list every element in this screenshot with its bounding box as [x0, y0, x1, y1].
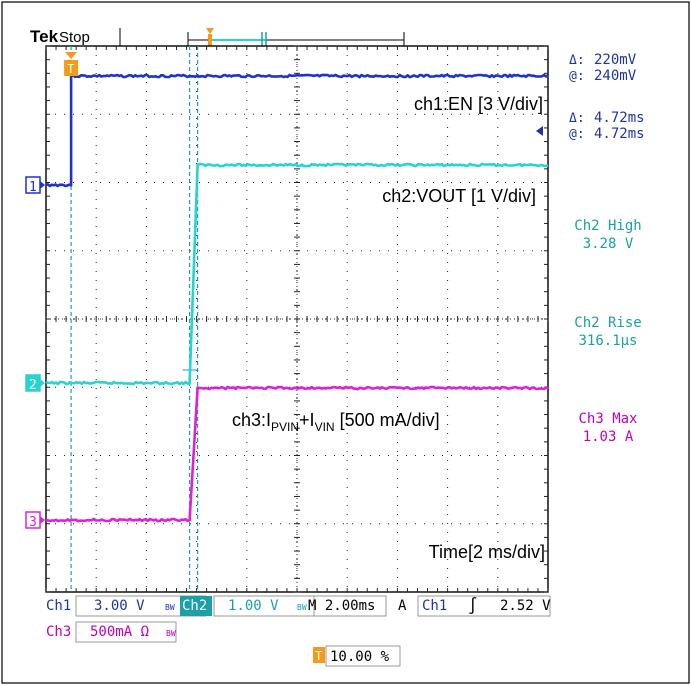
trigger-position-icon	[313, 647, 325, 663]
ch2-bw-icon: BW	[297, 603, 307, 612]
trigger-position-marker: T	[315, 649, 322, 663]
annotation-ch3-part: PVIN	[271, 420, 299, 434]
trigger-level: 2.52 V	[500, 598, 551, 614]
bottom-status-bar: Ch1 3.00 V BW Ch2 1.00 V BW M 2.00ms A C…	[46, 595, 551, 667]
annotation-ch3-part: ch3:I	[232, 410, 271, 430]
trace-ch1	[45, 73, 549, 188]
at-v-value: 240mV	[594, 68, 637, 84]
annotation-time: Time[2 ms/div]	[429, 542, 545, 562]
meas-1-value: 3.28 V	[583, 236, 634, 252]
meas-3-value: 1.03 A	[583, 429, 634, 445]
ground-marker-label-ch1: 1	[29, 180, 37, 195]
ch3-label: Ch3	[46, 624, 71, 640]
at-v-label: @:	[569, 69, 585, 84]
meas-2-label: Ch2 Rise	[574, 315, 641, 331]
trigger-t-label: T	[67, 62, 74, 76]
ch2-label: Ch2	[182, 598, 207, 614]
record-window-indicator	[187, 28, 405, 46]
ch1-label: Ch1	[46, 598, 71, 614]
annotation-ch1: ch1:EN [3 V/div]	[414, 94, 543, 114]
ground-marker-label-ch3: 3	[29, 515, 37, 530]
annotation-ch3-part: +I	[299, 410, 315, 430]
ch3-scale: 500mA Ω	[90, 624, 149, 640]
cursor-arrow-icon	[536, 126, 543, 136]
ground-marker-label-ch2: 2	[29, 378, 37, 393]
ch1-bw-icon: BW	[165, 603, 175, 612]
meas-1-label: Ch2 High	[574, 218, 641, 234]
annotation-ch3-part: [500 mA/div]	[335, 410, 440, 430]
ch1-scale: 3.00 V	[94, 598, 145, 614]
at-t-label: @:	[569, 127, 585, 142]
annotation-ch3: ch3:IPVIN+IVIN [500 mA/div]	[232, 410, 440, 434]
delta-v-value: 220mV	[594, 52, 637, 68]
trigger-position-box[interactable]	[325, 645, 401, 667]
meas-2-value: 316.1µs	[578, 333, 637, 349]
annotation-ch3-part: VIN	[315, 420, 335, 434]
delta-v-label: Δ:	[569, 53, 585, 68]
ch3-bw-icon: BW	[166, 629, 176, 638]
delta-t-label: Δ:	[569, 111, 585, 126]
ground-marker-arrow-icon	[40, 516, 45, 524]
trigger-source: Ch1	[422, 598, 447, 614]
measurements-panel: Ch2 High 3.28 V Ch2 Rise 316.1µs Ch3 Max…	[574, 218, 641, 445]
trigger-box[interactable]	[417, 595, 551, 617]
ground-marker-arrow-icon	[40, 181, 45, 189]
status-label: Stop	[59, 29, 90, 46]
brand-label: Tek	[30, 27, 59, 46]
trace-ch2	[45, 162, 549, 386]
at-t-value: 4.72ms	[594, 126, 645, 142]
ground-marker-arrow-icon	[40, 379, 45, 387]
timebase: M 2.00ms	[308, 598, 375, 614]
trigger-mode: A	[398, 598, 407, 614]
timebase-box[interactable]	[313, 595, 387, 617]
ch3-scale-box[interactable]	[75, 621, 177, 643]
meas-3-label: Ch3 Max	[578, 411, 637, 427]
trigger-slope-icon: ∫	[468, 596, 478, 615]
trigger-arrow-icon	[65, 52, 78, 59]
annotation-ch2: ch2:VOUT [1 V/div]	[382, 186, 536, 206]
cursor-readout: Δ: 220mV @: 240mV Δ: 4.72ms @: 4.72ms	[536, 52, 645, 142]
trace-ch3	[45, 385, 549, 523]
trigger-position: 10.00 %	[330, 649, 390, 665]
delta-t-value: 4.72ms	[594, 110, 645, 126]
ch2-scale: 1.00 V	[228, 598, 279, 614]
trigger-t-icon	[64, 60, 79, 76]
ch2-label-box[interactable]	[180, 596, 212, 616]
